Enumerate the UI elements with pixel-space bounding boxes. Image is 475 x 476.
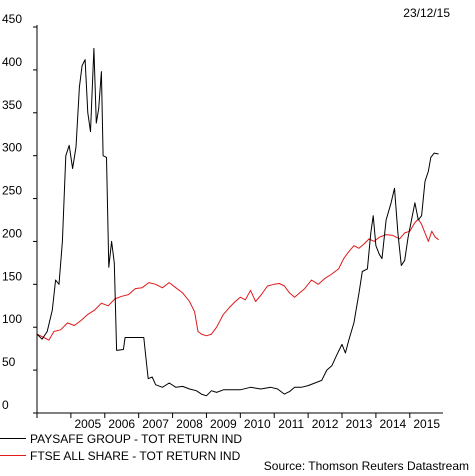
y-tick-label: 200: [2, 226, 22, 240]
x-tick-label: 2009: [210, 417, 237, 430]
legend-label-paysafe: PAYSAFE GROUP - TOT RETURN IND: [30, 431, 243, 446]
source-note: Source: Thomson Reuters Datastream: [263, 459, 469, 473]
chart: 0 50 100 150 200 250 300 350 400 450 2005 2006 2007…: [2, 12, 443, 430]
y-tick-label: 100: [2, 312, 22, 326]
x-tick-label: 2012: [312, 417, 339, 430]
chart-axes: [36, 25, 443, 414]
legend: PAYSAFE GROUP - TOT RETURN IND FTSE ALL …: [0, 430, 242, 464]
x-tick-label: 2013: [346, 417, 373, 430]
x-tick-label: 2006: [108, 417, 135, 430]
y-tick-label: 0: [2, 398, 9, 412]
y-tick-label: 450: [2, 12, 22, 26]
y-tick-label: 50: [2, 355, 16, 369]
report-date: 23/12/15: [403, 6, 450, 20]
legend-item-paysafe: PAYSAFE GROUP - TOT RETURN IND: [0, 430, 242, 447]
x-tick-label: 2014: [379, 417, 406, 430]
legend-swatch-paysafe: [0, 438, 26, 439]
y-tick-label: 350: [2, 98, 22, 112]
x-tick-label: 2015: [413, 417, 440, 430]
x-tick-label: 2008: [176, 417, 203, 430]
series-line-ftse: [36, 218, 439, 341]
y-axis: 0 50 100 150 200 250 300 350 400 450: [2, 12, 37, 414]
legend-label-ftse: FTSE ALL SHARE - TOT RETURN IND: [30, 448, 241, 463]
series-line-paysafe: [36, 47, 439, 397]
x-tick-label: 2011: [278, 417, 304, 430]
y-tick-label: 400: [2, 55, 22, 69]
x-tick-label: 2010: [244, 417, 271, 430]
y-tick-label: 300: [2, 141, 22, 155]
x-axis: 2005 2006 2007 2008 2009 2010 2011 2012 2013 2014…: [36, 413, 440, 430]
x-tick-label: 2005: [74, 417, 101, 430]
x-tick-label: 2007: [142, 417, 169, 430]
legend-swatch-ftse: [0, 455, 26, 456]
y-tick-label: 250: [2, 184, 22, 198]
legend-item-ftse: FTSE ALL SHARE - TOT RETURN IND: [0, 447, 242, 464]
series-lines: [36, 47, 439, 397]
y-tick-label: 150: [2, 269, 22, 283]
